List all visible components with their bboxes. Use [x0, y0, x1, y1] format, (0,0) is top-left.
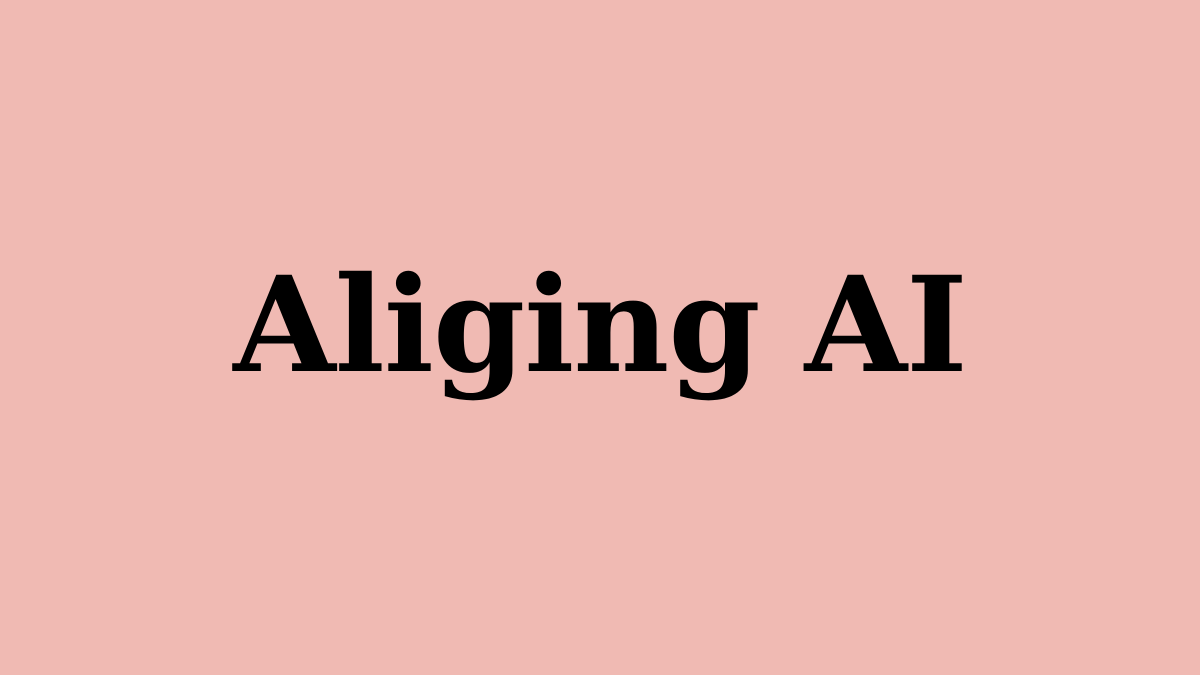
page-title: Aliging AI — [233, 247, 968, 403]
